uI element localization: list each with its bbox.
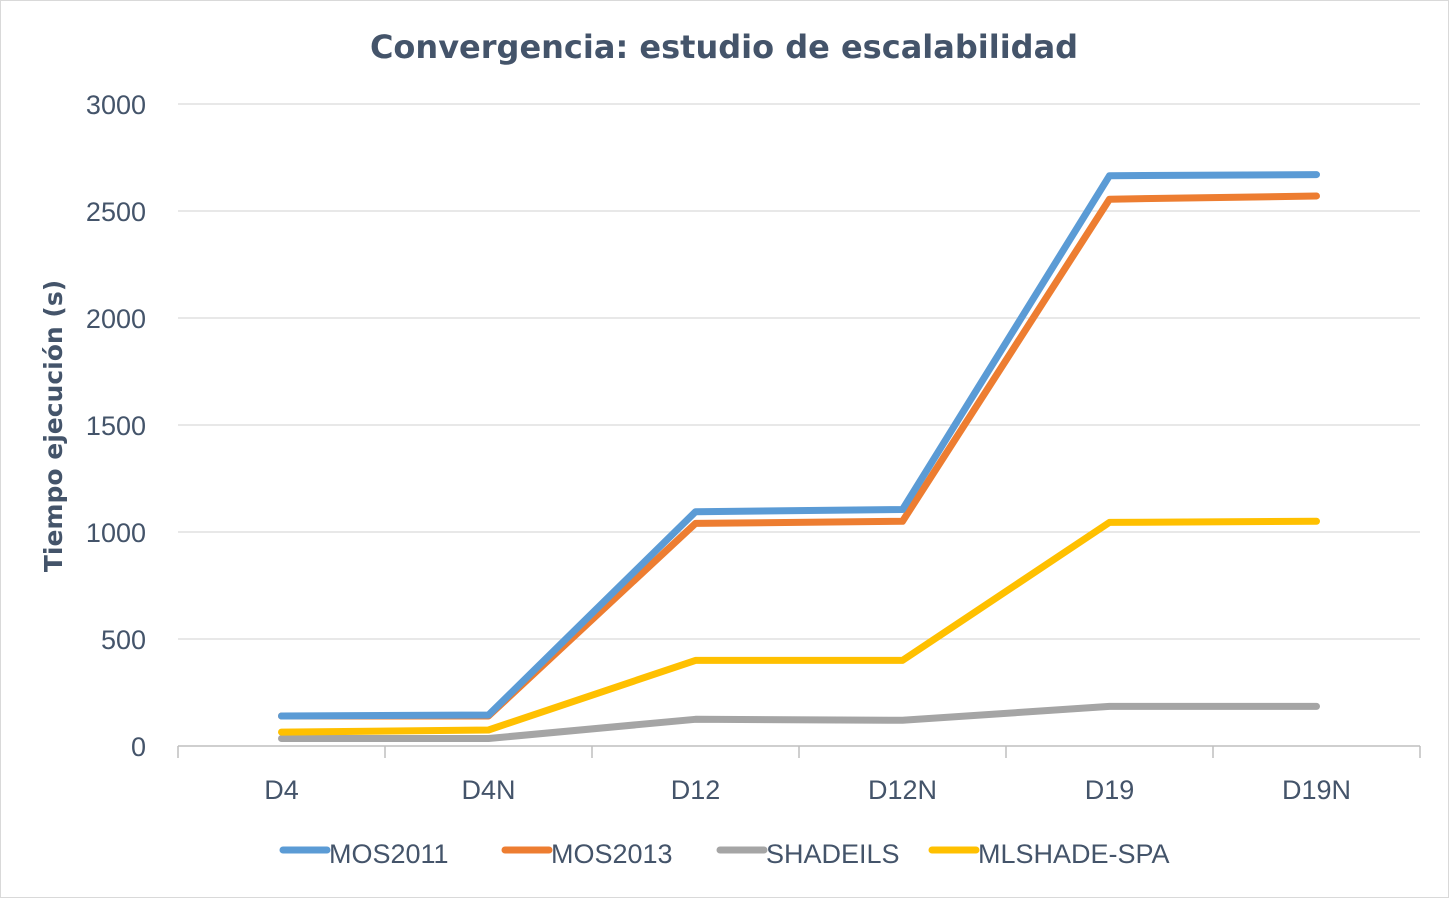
- legend-label: SHADEILS: [766, 839, 900, 869]
- y-tick-label: 0: [131, 732, 146, 762]
- y-tick-labels: 0 500 1000 1500 2000 2500 3000: [86, 90, 146, 762]
- y-tick-label: 1500: [86, 411, 146, 441]
- y-tick-label: 2500: [86, 197, 146, 227]
- y-tick-label: 3000: [86, 90, 146, 120]
- series-line-mlshade-spa: [278, 517, 1320, 736]
- x-tick-labels: D4 D4N D12 D12N D19 D19N: [264, 775, 1351, 805]
- series-line-shadeils: [278, 702, 1320, 742]
- chart-title: Convergencia: estudio de escalabilidad: [370, 28, 1078, 66]
- series-lines: [278, 171, 1320, 742]
- x-tick-label: D12: [671, 775, 721, 805]
- series-line-mos2013: [278, 192, 1320, 720]
- x-tick-label: D19N: [1282, 775, 1351, 805]
- series-line-mos2011: [278, 171, 1320, 720]
- gridlines: [178, 103, 1420, 640]
- y-tick-label: 2000: [86, 304, 146, 334]
- x-tick-label: D4N: [461, 775, 515, 805]
- legend-label: MOS2013: [551, 839, 673, 869]
- x-tick-label: D4: [264, 775, 299, 805]
- x-axis: [177, 745, 1421, 758]
- legend-label: MOS2011: [329, 839, 449, 869]
- legend: MOS2011 MOS2013 SHADEILS MLSHADE-SPA: [279, 839, 1170, 869]
- y-axis-label: Tiempo ejecución (s): [39, 280, 68, 572]
- y-tick-label: 500: [101, 625, 146, 655]
- x-tick-label: D12N: [868, 775, 937, 805]
- y-tick-label: 1000: [86, 518, 146, 548]
- x-tick-label: D19: [1085, 775, 1135, 805]
- legend-label: MLSHADE-SPA: [978, 839, 1170, 869]
